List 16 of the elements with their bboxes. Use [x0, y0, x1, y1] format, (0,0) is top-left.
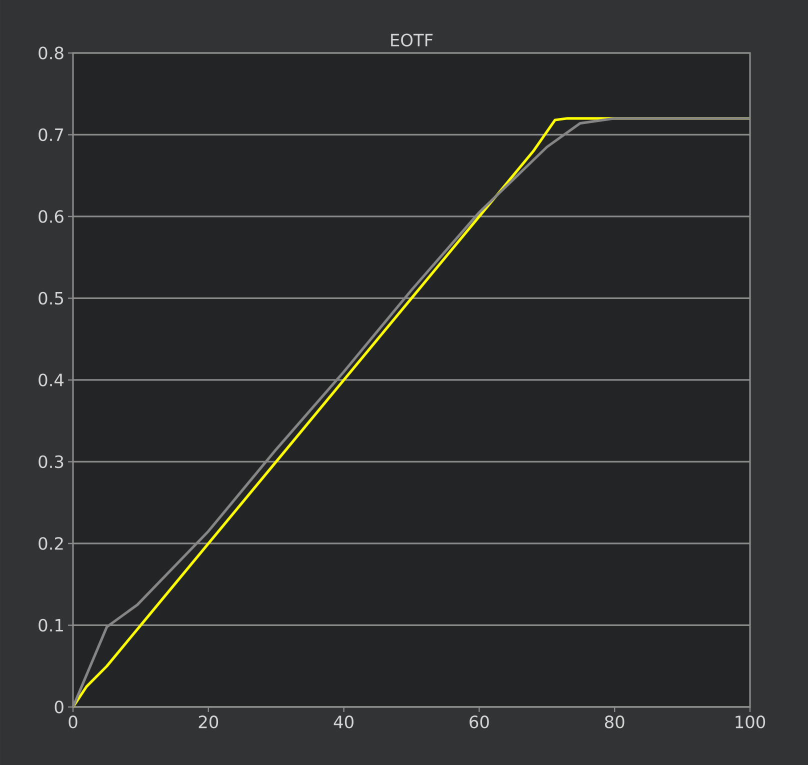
- y-tick-label: 0.5: [38, 292, 64, 305]
- y-tick-label: 0.7: [38, 128, 64, 142]
- y-tick-label: 0.3: [38, 455, 64, 468]
- y-tick-label: 0.6: [38, 210, 64, 223]
- x-tick-label: 40: [334, 715, 354, 728]
- x-tick-label: 100: [736, 715, 766, 728]
- y-tick-label: 0: [54, 700, 64, 714]
- chart-title: EOTF: [391, 34, 433, 46]
- x-tick-label: 80: [604, 715, 624, 728]
- x-tick-label: 0: [68, 715, 78, 728]
- x-tick-label: 20: [198, 715, 218, 728]
- x-tick-label: 60: [470, 715, 489, 728]
- y-tick-label: 0.1: [38, 618, 63, 632]
- y-tick-label: 0.2: [38, 537, 63, 550]
- y-tick-label: 0.8: [38, 46, 64, 60]
- y-tick-label: 0.4: [38, 374, 64, 386]
